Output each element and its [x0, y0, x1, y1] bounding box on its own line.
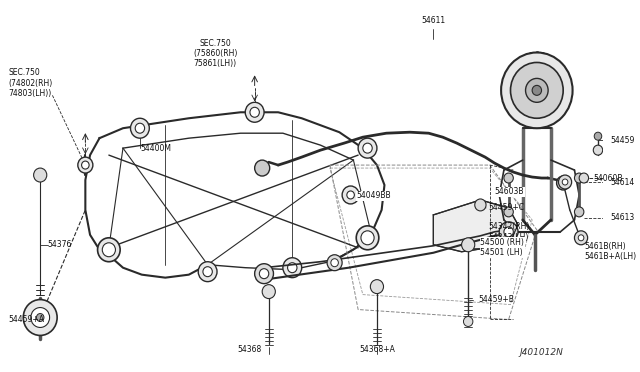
- Circle shape: [499, 222, 518, 242]
- Circle shape: [255, 160, 269, 176]
- Circle shape: [504, 227, 513, 237]
- Circle shape: [511, 62, 563, 118]
- Circle shape: [371, 280, 383, 294]
- Circle shape: [135, 123, 145, 133]
- Circle shape: [575, 231, 588, 245]
- Circle shape: [131, 118, 149, 138]
- Circle shape: [198, 262, 217, 282]
- Text: 54368: 54368: [238, 345, 262, 354]
- Text: SEC.750
(75860(RH)
75861(LH)): SEC.750 (75860(RH) 75861(LH)): [193, 39, 237, 68]
- Circle shape: [501, 52, 573, 128]
- Circle shape: [504, 173, 513, 183]
- Text: 54342(RH)
54343(LH): 54342(RH) 54343(LH): [488, 222, 529, 241]
- Circle shape: [97, 238, 120, 262]
- Text: 54613: 54613: [610, 214, 634, 222]
- Circle shape: [525, 78, 548, 102]
- Circle shape: [36, 314, 44, 321]
- Circle shape: [259, 269, 269, 279]
- Text: 54060B: 54060B: [593, 173, 623, 183]
- Circle shape: [342, 186, 359, 204]
- Text: 54459+B: 54459+B: [479, 295, 515, 304]
- Circle shape: [463, 317, 473, 327]
- Circle shape: [559, 175, 572, 189]
- Circle shape: [250, 107, 259, 117]
- Circle shape: [593, 145, 603, 155]
- Text: 54500 (RH)
54501 (LH): 54500 (RH) 54501 (LH): [481, 238, 524, 257]
- Circle shape: [245, 102, 264, 122]
- Text: 54400M: 54400M: [140, 144, 171, 153]
- Text: 54459+A: 54459+A: [8, 315, 44, 324]
- Circle shape: [361, 231, 374, 245]
- Circle shape: [575, 207, 584, 217]
- Circle shape: [78, 157, 93, 173]
- Circle shape: [327, 255, 342, 271]
- Circle shape: [347, 191, 355, 199]
- Text: 54376: 54376: [48, 240, 72, 249]
- Text: J401012N: J401012N: [519, 348, 563, 357]
- Text: 54603B: 54603B: [495, 187, 524, 196]
- Circle shape: [81, 161, 89, 169]
- Circle shape: [579, 173, 589, 183]
- Text: 5461B(RH)
5461B+A(LH): 5461B(RH) 5461B+A(LH): [584, 242, 636, 262]
- Circle shape: [283, 258, 301, 278]
- Circle shape: [255, 264, 273, 283]
- Circle shape: [504, 207, 513, 217]
- Circle shape: [262, 285, 275, 299]
- Circle shape: [578, 235, 584, 241]
- Text: 54459: 54459: [610, 136, 635, 145]
- Circle shape: [461, 238, 475, 252]
- Text: 54611: 54611: [421, 16, 445, 25]
- Text: 54368+A: 54368+A: [359, 345, 395, 354]
- Circle shape: [594, 132, 602, 140]
- Text: 54614: 54614: [610, 177, 634, 186]
- Text: 54459+C: 54459+C: [488, 203, 524, 212]
- Circle shape: [356, 226, 379, 250]
- Circle shape: [557, 176, 570, 190]
- Circle shape: [575, 173, 584, 183]
- Text: SEC.750
(74802(RH)
74803(LH)): SEC.750 (74802(RH) 74803(LH)): [8, 68, 52, 98]
- Circle shape: [363, 143, 372, 153]
- Circle shape: [34, 168, 47, 182]
- Circle shape: [203, 267, 212, 277]
- Circle shape: [358, 138, 377, 158]
- Circle shape: [532, 86, 541, 95]
- Circle shape: [287, 263, 297, 273]
- Circle shape: [23, 299, 57, 336]
- Polygon shape: [433, 200, 518, 252]
- Circle shape: [331, 259, 339, 267]
- Circle shape: [562, 179, 568, 185]
- Circle shape: [31, 308, 50, 327]
- Circle shape: [102, 243, 115, 257]
- Circle shape: [475, 199, 486, 211]
- Text: 54049BB: 54049BB: [356, 192, 391, 201]
